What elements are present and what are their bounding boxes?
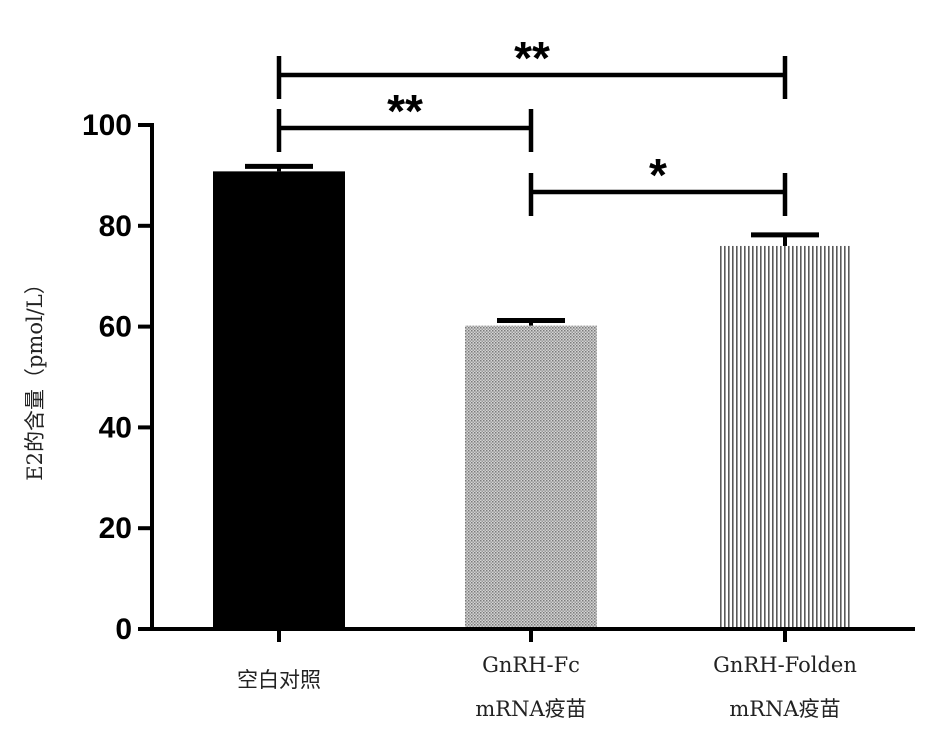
sig-label-2: *	[649, 149, 667, 201]
y-tick-label-2: 40	[99, 411, 132, 444]
x-category-label-1-0: GnRH-Fc	[482, 653, 580, 677]
x-category-label-1-1: mRNA疫苗	[475, 697, 586, 721]
bar-0	[213, 171, 345, 630]
bar-1	[465, 325, 597, 629]
y-tick-label-4: 80	[99, 210, 132, 243]
sig-label-0: **	[514, 32, 550, 84]
bar-2	[719, 245, 851, 629]
y-tick-label-5: 100	[82, 109, 132, 142]
y-tick-label-3: 60	[99, 311, 132, 344]
sig-label-1: **	[387, 85, 423, 137]
x-category-label-2-1: mRNA疫苗	[729, 697, 840, 721]
x-category-label-2-0: GnRH-Folden	[713, 653, 857, 677]
y-tick-label-0: 0	[115, 613, 132, 646]
y-axis-title: E2的含量（pmol/L）	[23, 273, 47, 480]
x-category-label-0-0: 空白对照	[237, 668, 321, 692]
y-tick-label-1: 20	[99, 512, 132, 545]
